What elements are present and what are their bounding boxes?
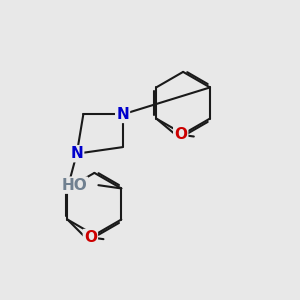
Text: O: O	[84, 230, 97, 245]
Text: HO: HO	[61, 178, 87, 193]
Text: O: O	[174, 128, 187, 142]
Text: N: N	[116, 107, 129, 122]
Text: N: N	[70, 146, 83, 161]
